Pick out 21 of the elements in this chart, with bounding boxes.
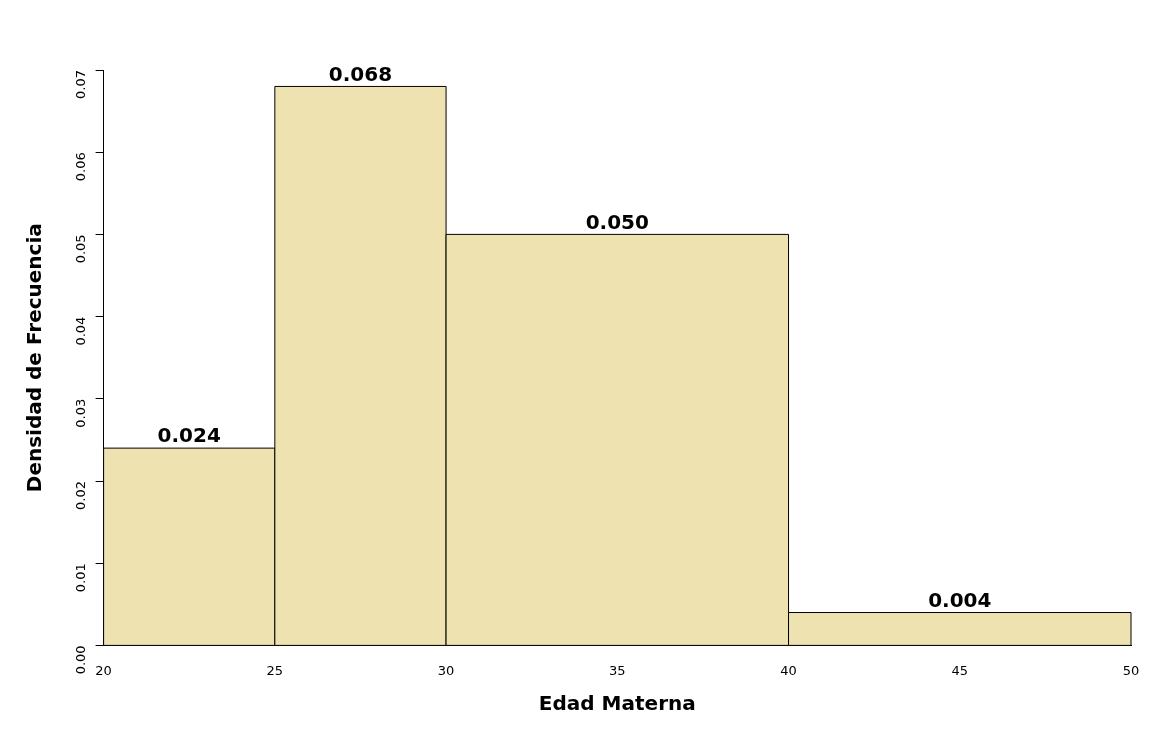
data-label: 0.050 [585, 209, 649, 234]
y-axis-title: Densidad de Frecuencia [22, 223, 47, 493]
y-tick-label: 0.00 [72, 645, 88, 675]
data-label: 0.004 [928, 587, 992, 612]
x-tick-label: 25 [266, 662, 284, 678]
x-tick-label: 45 [951, 662, 969, 678]
y-tick-label: 0.06 [72, 152, 88, 182]
data-label: 0.024 [157, 423, 221, 448]
x-tick-label: 50 [1122, 662, 1140, 678]
data-label: 0.068 [328, 61, 393, 86]
x-tick-label: 40 [780, 662, 797, 678]
x-axis-title: Edad Materna [538, 691, 696, 716]
x-tick-label: 30 [437, 662, 455, 678]
y-tick-label: 0.01 [72, 563, 88, 593]
y-tick-label: 0.02 [72, 481, 88, 510]
y-tick-label: 0.07 [72, 70, 88, 99]
y-tick-label: 0.05 [72, 234, 88, 264]
y-tick-label: 0.04 [72, 316, 88, 346]
x-tick-label: 20 [95, 662, 112, 678]
y-tick-label: 0.03 [72, 398, 88, 428]
x-tick-label: 35 [609, 662, 626, 678]
